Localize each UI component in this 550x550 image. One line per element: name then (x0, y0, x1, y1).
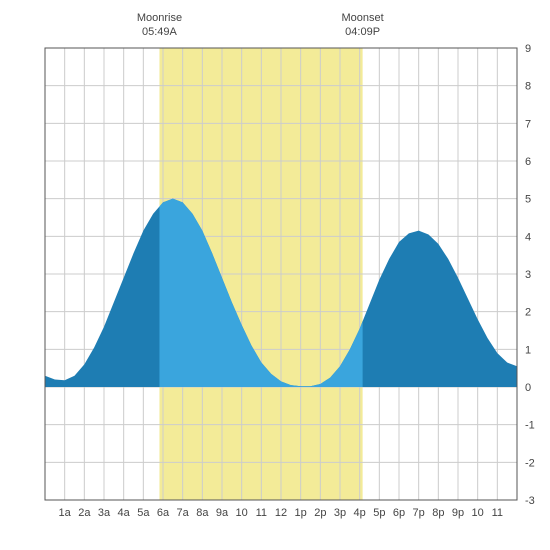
svg-text:9: 9 (525, 43, 531, 55)
svg-text:9p: 9p (452, 507, 464, 519)
svg-text:3p: 3p (334, 507, 346, 519)
svg-text:4p: 4p (354, 507, 366, 519)
svg-text:8p: 8p (432, 507, 444, 519)
svg-text:2p: 2p (314, 507, 326, 519)
svg-text:0: 0 (525, 382, 531, 394)
moonset-title: Moonset (328, 12, 398, 26)
svg-text:6: 6 (525, 156, 531, 168)
svg-text:3: 3 (525, 269, 531, 281)
svg-text:5p: 5p (373, 507, 385, 519)
svg-text:-3: -3 (525, 495, 535, 507)
moonrise-time: 05:49A (124, 26, 194, 40)
svg-text:10: 10 (236, 507, 248, 519)
svg-text:2: 2 (525, 307, 531, 319)
svg-text:6a: 6a (157, 507, 170, 519)
svg-text:4a: 4a (118, 507, 131, 519)
moonrise-title: Moonrise (124, 12, 194, 26)
svg-text:1: 1 (525, 344, 531, 356)
svg-text:7p: 7p (413, 507, 425, 519)
svg-text:-2: -2 (525, 457, 535, 469)
tide-chart-svg: 1a2a3a4a5a6a7a8a9a1011121p2p3p4p5p6p7p8p… (0, 0, 550, 550)
svg-text:1p: 1p (295, 507, 307, 519)
svg-text:10: 10 (472, 507, 484, 519)
svg-text:-1: -1 (525, 420, 535, 432)
svg-text:1a: 1a (59, 507, 72, 519)
svg-text:11: 11 (256, 507, 267, 519)
svg-text:12: 12 (275, 507, 287, 519)
tide-chart-container: Moonrise 05:49A Moonset 04:09P 1a 2a 3a 4a 5… (0, 0, 550, 550)
moonset-time: 04:09P (328, 26, 398, 40)
svg-text:8a: 8a (196, 507, 209, 519)
svg-text:2a: 2a (78, 507, 91, 519)
svg-text:11: 11 (492, 507, 503, 519)
svg-text:3a: 3a (98, 507, 111, 519)
svg-text:9a: 9a (216, 507, 229, 519)
svg-text:5: 5 (525, 194, 531, 206)
svg-text:6p: 6p (393, 507, 405, 519)
svg-text:8: 8 (525, 81, 531, 93)
svg-text:4: 4 (525, 231, 531, 243)
moonrise-annotation: Moonrise 05:49A (124, 12, 194, 40)
svg-text:5a: 5a (137, 507, 150, 519)
svg-text:7a: 7a (177, 507, 190, 519)
svg-text:7: 7 (525, 118, 531, 130)
moonset-annotation: Moonset 04:09P (328, 12, 398, 40)
